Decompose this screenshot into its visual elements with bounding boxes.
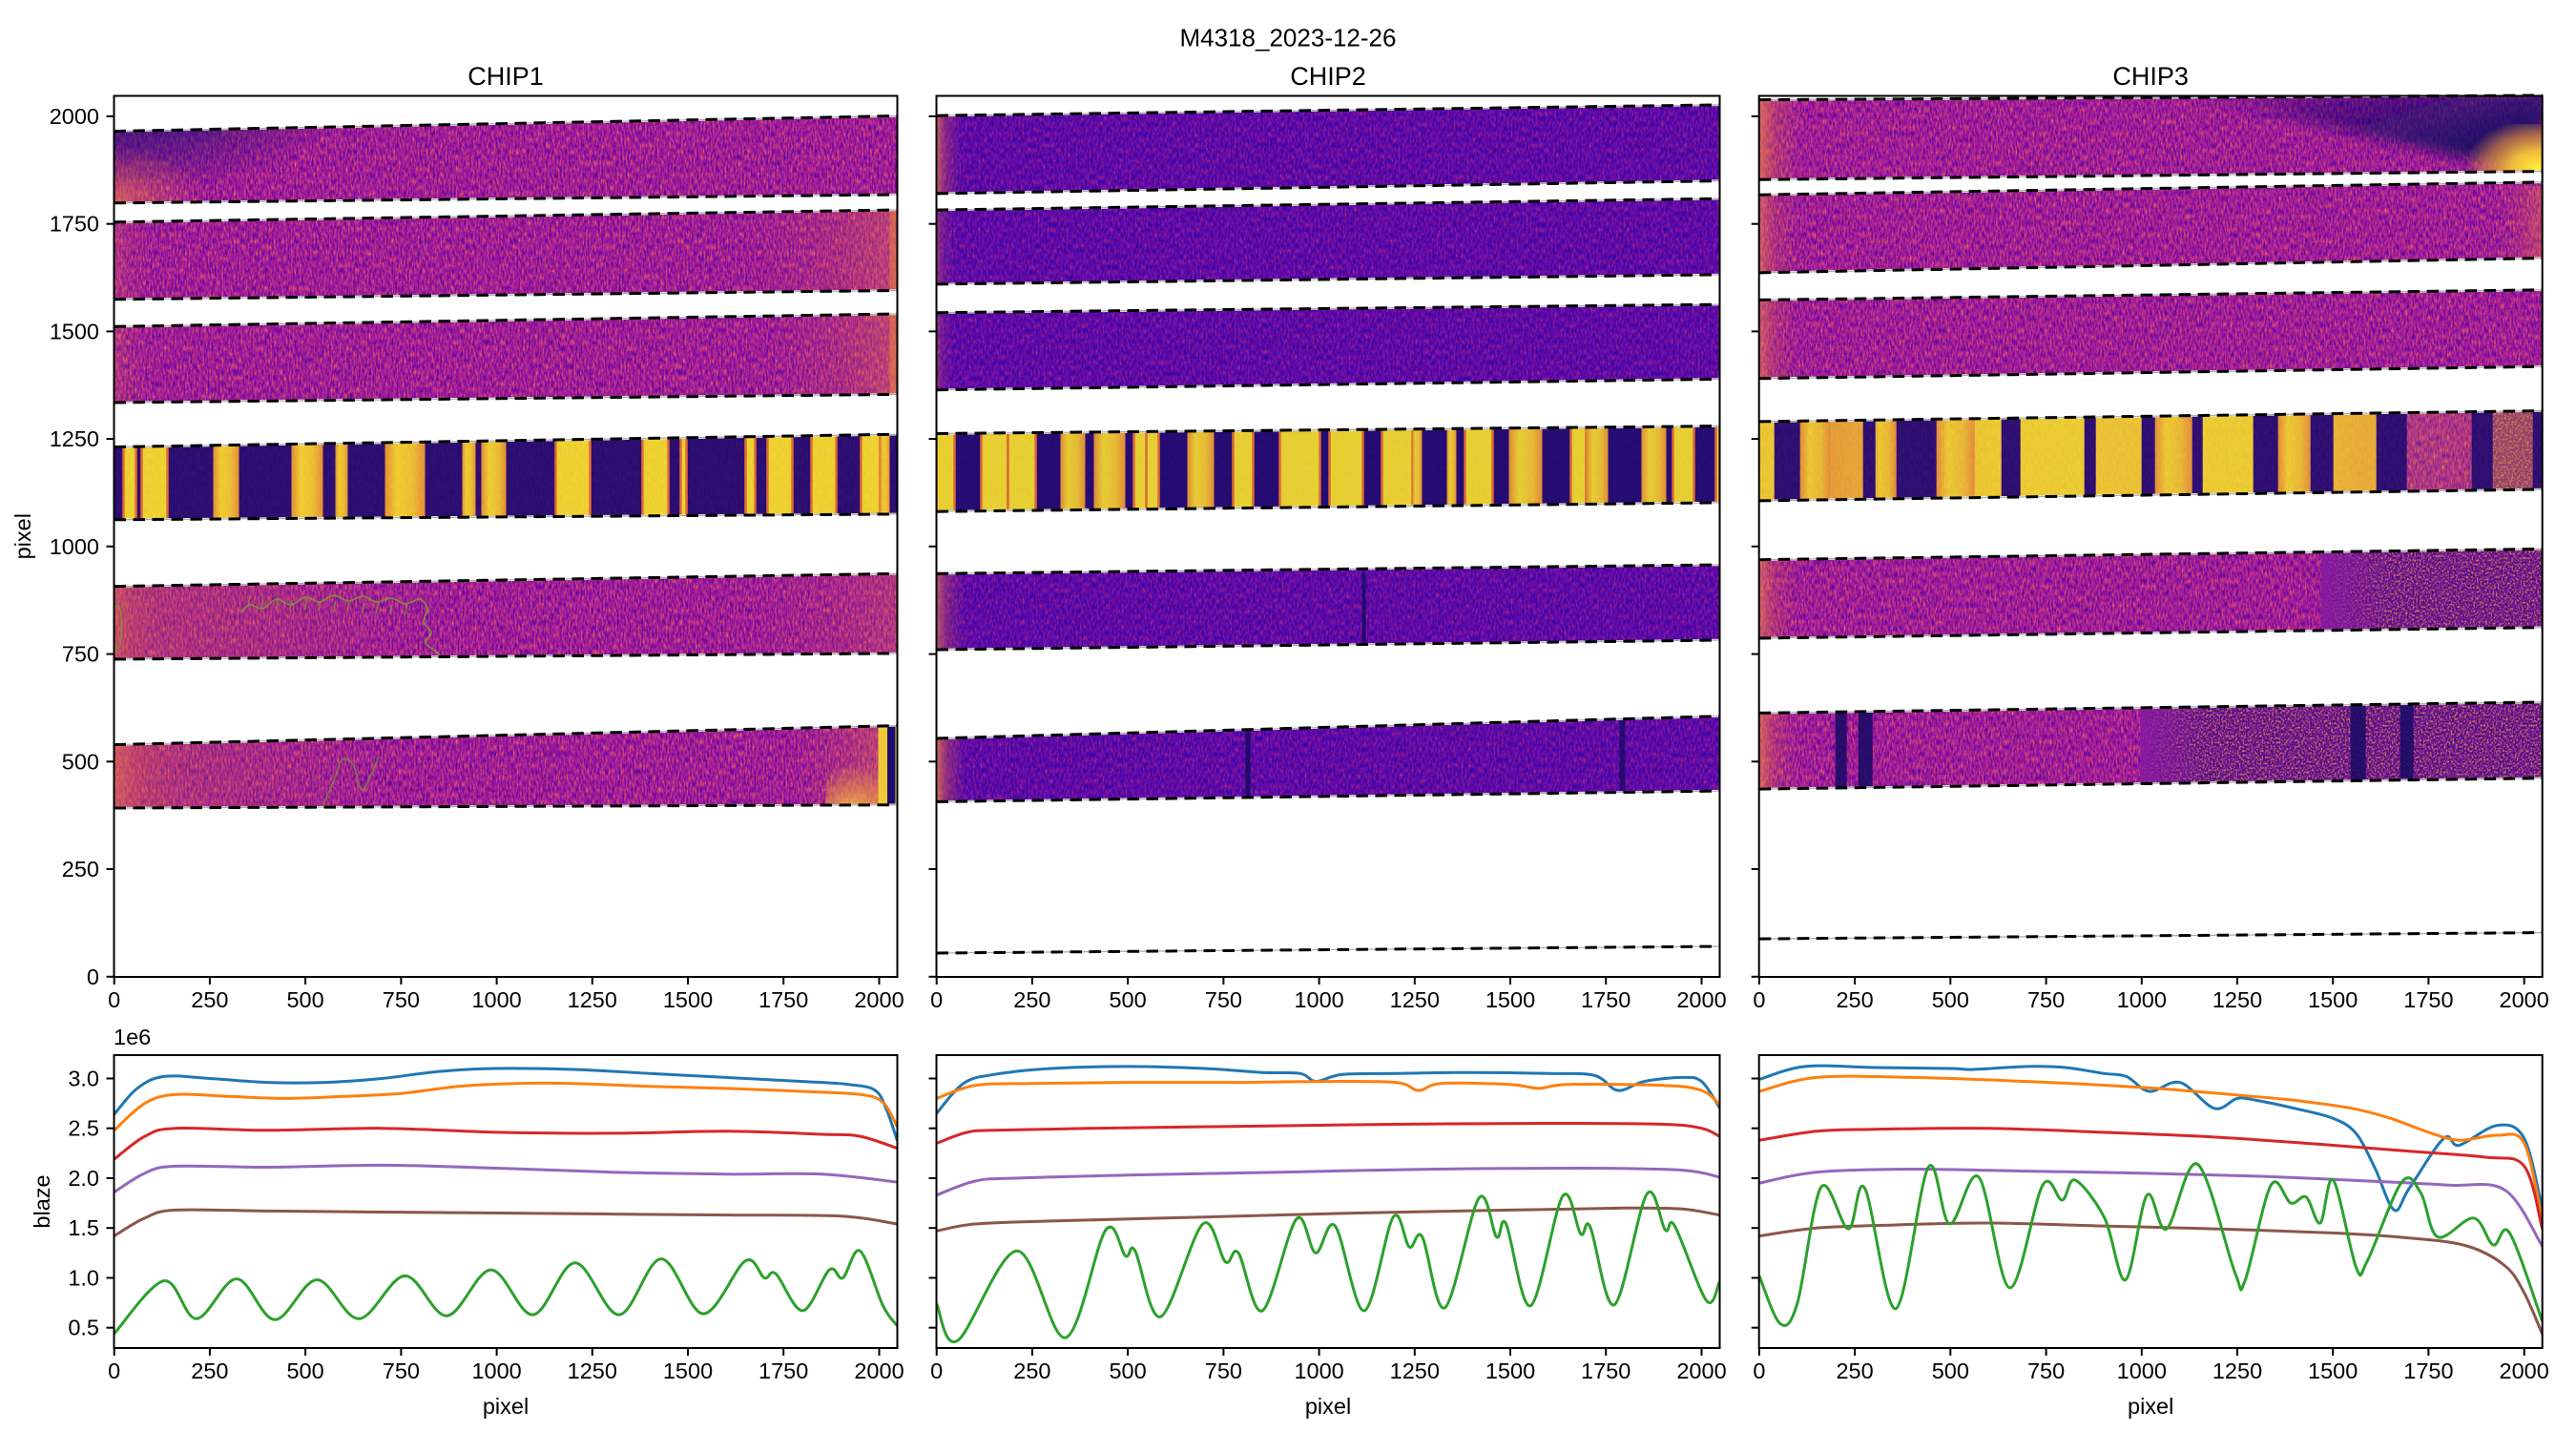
svg-text:250: 250	[1013, 987, 1050, 1012]
svg-text:1.0: 1.0	[68, 1266, 99, 1291]
svg-text:pixel: pixel	[1305, 1394, 1351, 1419]
svg-text:2000: 2000	[2500, 1358, 2549, 1383]
svg-text:2000: 2000	[854, 1358, 904, 1383]
svg-text:750: 750	[2027, 1358, 2065, 1383]
svg-text:pixel: pixel	[10, 513, 35, 559]
svg-text:1e6: 1e6	[114, 1025, 151, 1049]
svg-text:0: 0	[108, 1358, 120, 1383]
svg-text:750: 750	[62, 642, 99, 667]
svg-text:1750: 1750	[758, 1358, 808, 1383]
svg-text:1750: 1750	[2403, 987, 2453, 1012]
svg-text:CHIP3: CHIP3	[2112, 62, 2189, 91]
svg-text:1500: 1500	[50, 319, 99, 343]
svg-text:2000: 2000	[1676, 987, 1726, 1012]
svg-text:1250: 1250	[2212, 987, 2262, 1012]
svg-text:1750: 1750	[1581, 1358, 1631, 1383]
svg-text:pixel: pixel	[2128, 1394, 2173, 1419]
svg-text:250: 250	[191, 1358, 228, 1383]
svg-text:0.5: 0.5	[68, 1316, 99, 1340]
svg-text:500: 500	[1109, 987, 1146, 1012]
svg-text:1500: 1500	[2308, 987, 2358, 1012]
svg-text:blaze: blaze	[30, 1174, 54, 1228]
svg-text:0: 0	[930, 987, 943, 1012]
svg-text:1000: 1000	[50, 534, 99, 559]
svg-text:1500: 1500	[1485, 1358, 1535, 1383]
svg-text:1000: 1000	[2117, 1358, 2167, 1383]
svg-text:1000: 1000	[2117, 987, 2167, 1012]
svg-text:1750: 1750	[758, 987, 808, 1012]
svg-text:0: 0	[930, 1358, 943, 1383]
svg-text:2.0: 2.0	[68, 1166, 99, 1191]
svg-text:1500: 1500	[663, 1358, 713, 1383]
svg-text:250: 250	[1836, 1358, 1873, 1383]
svg-text:500: 500	[1932, 1358, 1969, 1383]
svg-text:1000: 1000	[1294, 987, 1343, 1012]
svg-text:1000: 1000	[1294, 1358, 1343, 1383]
svg-text:500: 500	[1109, 1358, 1146, 1383]
svg-text:1750: 1750	[1581, 987, 1631, 1012]
svg-text:500: 500	[1932, 987, 1969, 1012]
svg-text:2000: 2000	[1676, 1358, 1726, 1383]
svg-text:0: 0	[108, 987, 120, 1012]
svg-text:1750: 1750	[50, 212, 99, 237]
svg-text:750: 750	[383, 987, 420, 1012]
svg-text:pixel: pixel	[483, 1394, 529, 1419]
svg-text:1000: 1000	[471, 987, 521, 1012]
svg-text:250: 250	[62, 857, 99, 881]
svg-text:1250: 1250	[568, 1358, 617, 1383]
svg-text:2.5: 2.5	[68, 1116, 99, 1141]
svg-text:1500: 1500	[663, 987, 713, 1012]
svg-text:1250: 1250	[2212, 1358, 2262, 1383]
svg-text:750: 750	[1205, 1358, 1242, 1383]
svg-text:250: 250	[1013, 1358, 1050, 1383]
svg-text:500: 500	[286, 1358, 323, 1383]
svg-text:3.0: 3.0	[68, 1067, 99, 1091]
svg-text:250: 250	[1836, 987, 1873, 1012]
svg-text:0: 0	[1753, 987, 1765, 1012]
svg-text:1250: 1250	[1390, 1358, 1440, 1383]
svg-text:500: 500	[286, 987, 323, 1012]
svg-text:2000: 2000	[854, 987, 904, 1012]
svg-text:750: 750	[1205, 987, 1242, 1012]
svg-text:1250: 1250	[568, 987, 617, 1012]
svg-text:1000: 1000	[471, 1358, 521, 1383]
svg-text:1250: 1250	[1390, 987, 1440, 1012]
svg-text:2000: 2000	[50, 104, 99, 129]
svg-text:750: 750	[2027, 987, 2065, 1012]
svg-text:CHIP2: CHIP2	[1290, 62, 1366, 91]
svg-text:750: 750	[383, 1358, 420, 1383]
svg-text:0: 0	[1753, 1358, 1765, 1383]
svg-text:1250: 1250	[50, 426, 99, 451]
svg-text:1750: 1750	[2403, 1358, 2453, 1383]
svg-text:M4318_2023-12-26: M4318_2023-12-26	[1180, 24, 1397, 52]
svg-text:2000: 2000	[2500, 987, 2549, 1012]
svg-text:CHIP1: CHIP1	[467, 62, 544, 91]
svg-text:0: 0	[87, 964, 99, 989]
svg-text:1500: 1500	[2308, 1358, 2358, 1383]
svg-text:500: 500	[62, 749, 99, 774]
svg-text:1500: 1500	[1485, 987, 1535, 1012]
svg-text:1.5: 1.5	[68, 1215, 99, 1240]
svg-text:250: 250	[191, 987, 228, 1012]
